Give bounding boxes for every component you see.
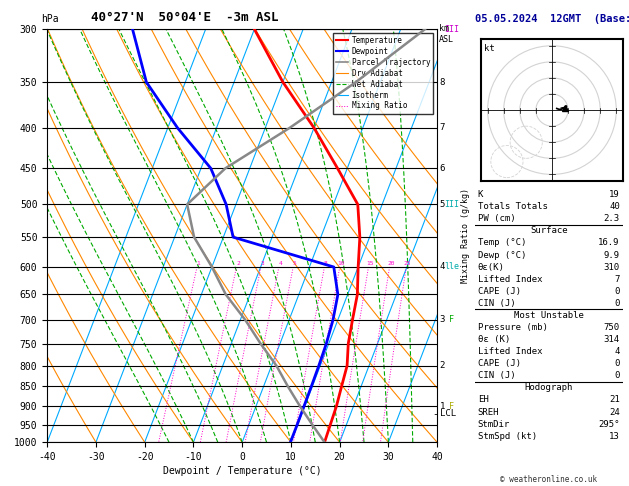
Text: EH: EH — [478, 396, 489, 404]
Text: 2.3: 2.3 — [604, 214, 620, 223]
Text: -: - — [432, 315, 438, 325]
Text: 9.9: 9.9 — [604, 250, 620, 260]
Text: -: - — [432, 123, 438, 133]
Text: 1: 1 — [440, 401, 445, 411]
Text: kt: kt — [484, 44, 495, 52]
Text: 24: 24 — [609, 408, 620, 417]
Text: lle: lle — [444, 262, 459, 272]
Text: -: - — [432, 361, 438, 371]
Text: 5: 5 — [292, 261, 296, 266]
Text: 0: 0 — [615, 287, 620, 296]
Text: 40°27'N  50°04'E  -3m ASL: 40°27'N 50°04'E -3m ASL — [91, 11, 279, 24]
Text: hPa: hPa — [41, 14, 58, 24]
Text: 5: 5 — [440, 200, 445, 209]
Text: CIN (J): CIN (J) — [478, 371, 516, 381]
Text: θε(K): θε(K) — [478, 262, 504, 272]
Text: © weatheronline.co.uk: © weatheronline.co.uk — [500, 474, 598, 484]
Text: 15: 15 — [366, 261, 374, 266]
Text: 16.9: 16.9 — [598, 239, 620, 247]
Text: 10: 10 — [337, 261, 345, 266]
Text: Mixing Ratio (g/kg): Mixing Ratio (g/kg) — [461, 188, 470, 283]
Text: 4: 4 — [279, 261, 282, 266]
Text: LCL: LCL — [440, 409, 456, 418]
Text: PW (cm): PW (cm) — [478, 214, 516, 223]
Text: Totals Totals: Totals Totals — [478, 202, 548, 211]
Text: 2: 2 — [236, 261, 240, 266]
X-axis label: Dewpoint / Temperature (°C): Dewpoint / Temperature (°C) — [163, 466, 321, 476]
Text: Lifted Index: Lifted Index — [478, 347, 542, 356]
Text: 0: 0 — [615, 371, 620, 381]
Text: Lifted Index: Lifted Index — [478, 275, 542, 284]
Text: Temp (°C): Temp (°C) — [478, 239, 526, 247]
Text: 6: 6 — [440, 164, 445, 173]
Text: F: F — [449, 315, 454, 324]
Text: 25: 25 — [404, 261, 411, 266]
Text: CIN (J): CIN (J) — [478, 299, 516, 308]
Text: 4: 4 — [440, 262, 445, 272]
Text: III: III — [444, 25, 459, 34]
Text: StmSpd (kt): StmSpd (kt) — [478, 432, 537, 441]
Text: 750: 750 — [604, 323, 620, 332]
Text: 40: 40 — [609, 202, 620, 211]
Text: -: - — [432, 262, 438, 272]
Text: km
ASL: km ASL — [439, 24, 454, 44]
Text: StmDir: StmDir — [478, 419, 510, 429]
Text: 2: 2 — [440, 361, 445, 370]
Text: 314: 314 — [604, 335, 620, 344]
Text: -: - — [432, 199, 438, 209]
Text: 1: 1 — [197, 261, 201, 266]
Text: 310: 310 — [604, 262, 620, 272]
Text: 7: 7 — [440, 123, 445, 132]
Text: F: F — [449, 401, 454, 411]
Text: CAPE (J): CAPE (J) — [478, 359, 521, 368]
Text: -: - — [432, 163, 438, 174]
Text: θε (K): θε (K) — [478, 335, 510, 344]
Text: 0: 0 — [615, 359, 620, 368]
Text: -: - — [432, 77, 438, 87]
Text: SREH: SREH — [478, 408, 499, 417]
Text: 8: 8 — [324, 261, 328, 266]
Text: 8: 8 — [440, 78, 445, 87]
Text: 05.05.2024  12GMT  (Base: 06): 05.05.2024 12GMT (Base: 06) — [475, 14, 629, 24]
Text: 7: 7 — [615, 275, 620, 284]
Text: 0: 0 — [615, 299, 620, 308]
Text: 20: 20 — [387, 261, 395, 266]
Text: 19: 19 — [609, 190, 620, 199]
Text: III: III — [444, 200, 459, 209]
Text: 4: 4 — [615, 347, 620, 356]
Text: 21: 21 — [609, 396, 620, 404]
Text: K: K — [478, 190, 483, 199]
Text: 295°: 295° — [598, 419, 620, 429]
Text: 13: 13 — [609, 432, 620, 441]
Text: 3: 3 — [260, 261, 264, 266]
Text: -: - — [432, 401, 438, 411]
Text: Hodograph: Hodograph — [525, 383, 573, 392]
Text: Pressure (mb): Pressure (mb) — [478, 323, 548, 332]
Text: Dewp (°C): Dewp (°C) — [478, 250, 526, 260]
Text: 3: 3 — [440, 315, 445, 324]
Legend: Temperature, Dewpoint, Parcel Trajectory, Dry Adiabat, Wet Adiabat, Isotherm, Mi: Temperature, Dewpoint, Parcel Trajectory… — [333, 33, 433, 114]
Text: CAPE (J): CAPE (J) — [478, 287, 521, 296]
Text: -: - — [432, 409, 438, 418]
Text: Surface: Surface — [530, 226, 567, 235]
Text: Most Unstable: Most Unstable — [514, 311, 584, 320]
